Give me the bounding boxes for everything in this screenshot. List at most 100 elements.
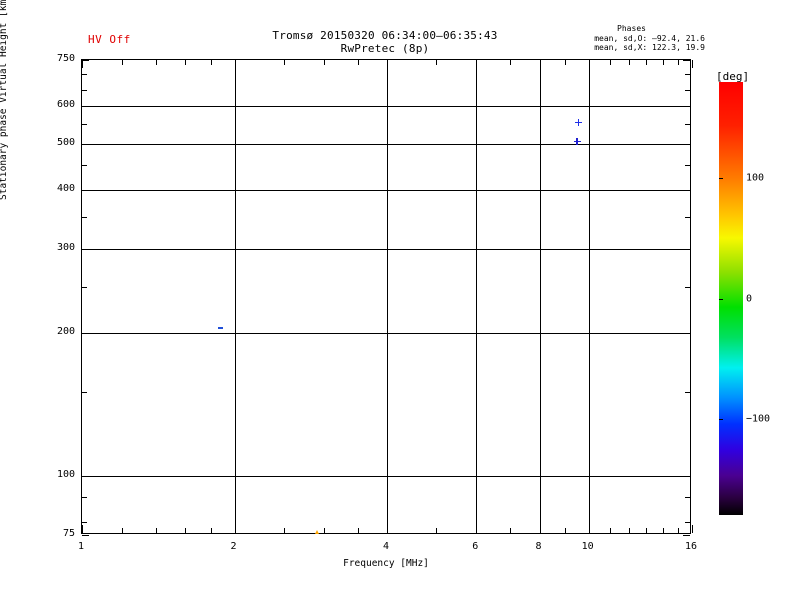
x-tick-minor-top	[283, 60, 285, 65]
gridline-horizontal	[82, 189, 690, 191]
y-tick-minor-right	[685, 217, 690, 219]
x-tick-label: 1	[77, 541, 85, 552]
x-tick-major-top	[588, 60, 590, 68]
y-tick-minor	[82, 497, 87, 499]
y-tick-major-right	[683, 535, 690, 536]
y-tick-minor	[82, 89, 87, 91]
gridline-horizontal	[82, 143, 690, 145]
y-tick-major-right	[683, 475, 690, 477]
plot-area[interactable]	[81, 59, 693, 536]
x-axis-title: Frequency [MHz]	[343, 558, 429, 569]
x-tick-major	[387, 525, 388, 533]
gridline-vertical	[588, 60, 590, 533]
x-tick-minor	[283, 528, 285, 533]
x-tick-minor	[609, 528, 611, 533]
y-tick-minor-right	[685, 165, 690, 167]
x-tick-minor	[510, 528, 512, 533]
data-point-low-band	[315, 530, 320, 535]
y-tick-major	[82, 332, 89, 334]
y-tick-label: 75	[62, 528, 75, 539]
gridline-vertical	[476, 60, 478, 533]
gridline-horizontal	[82, 249, 690, 250]
x-tick-minor-top	[122, 60, 124, 65]
y-tick-minor	[82, 124, 87, 125]
x-tick-major-top	[476, 60, 478, 68]
hv-status-label: HV Off	[88, 33, 131, 46]
chart-title-line2: RwPretec (8p)	[340, 42, 430, 55]
x-tick-label: 4	[382, 541, 390, 552]
y-tick-minor-right	[685, 74, 690, 76]
y-tick-major-right	[683, 249, 690, 250]
x-tick-major-top	[539, 60, 541, 68]
y-tick-major-right	[683, 332, 690, 334]
data-point-x-mode	[573, 138, 581, 146]
gridline-horizontal	[82, 106, 690, 107]
x-tick-minor	[122, 528, 124, 533]
y-tick-minor-right	[685, 521, 690, 523]
y-tick-major	[82, 189, 89, 191]
x-tick-minor	[323, 528, 325, 533]
x-tick-label: 8	[535, 541, 542, 552]
x-tick-minor	[156, 528, 157, 533]
x-tick-minor	[646, 528, 648, 533]
x-tick-minor-top	[646, 60, 648, 65]
x-tick-label: 16	[684, 541, 698, 552]
x-tick-minor-top	[628, 60, 630, 65]
gridline-vertical	[234, 60, 236, 533]
y-tick-major	[82, 535, 89, 536]
x-tick-major	[539, 525, 541, 533]
x-tick-major	[234, 525, 236, 533]
x-tick-major	[476, 525, 478, 533]
y-tick-minor	[82, 521, 87, 523]
y-tick-minor-right	[685, 89, 690, 91]
x-tick-label: 10	[581, 541, 594, 552]
colorbar-tick-label: 100	[746, 172, 765, 184]
x-tick-minor-top	[436, 60, 438, 65]
x-tick-major-top	[387, 60, 388, 68]
x-tick-label: 2	[230, 541, 237, 552]
colorbar-unit-label: [deg]	[716, 70, 750, 83]
y-tick-label: 750	[56, 53, 75, 64]
x-tick-minor-top	[609, 60, 611, 65]
y-tick-minor	[82, 286, 87, 288]
x-tick-minor-top	[156, 60, 157, 65]
x-tick-minor	[436, 528, 438, 533]
y-tick-major-right	[683, 189, 690, 191]
y-tick-label: 600	[56, 99, 75, 111]
chart-title: Tromsø 20150320 06:34:00‒06:35:43 RwPret…	[240, 29, 530, 55]
y-tick-major	[82, 249, 89, 250]
x-tick-major	[82, 525, 83, 533]
x-tick-minor-top	[565, 60, 567, 65]
x-tick-major-top	[692, 60, 693, 68]
y-tick-label: 300	[56, 242, 75, 254]
y-tick-minor	[82, 165, 87, 167]
x-tick-minor-top	[211, 60, 213, 65]
x-tick-minor-top	[185, 60, 187, 65]
colorbar-tick-label: −100	[746, 413, 771, 425]
gridline-vertical	[539, 60, 541, 533]
x-tick-minor	[677, 528, 679, 533]
y-tick-label: 500	[56, 136, 75, 148]
y-tick-label: 100	[56, 468, 75, 480]
x-tick-minor-top	[510, 60, 512, 65]
colorbar-gradient[interactable]	[719, 82, 743, 515]
y-axis-title: Stationary phase Virtual Height [km]	[0, 0, 9, 200]
data-point-x-mode	[574, 119, 582, 127]
x-tick-minor-top	[357, 60, 359, 65]
y-tick-label: 200	[56, 325, 75, 337]
y-tick-major-right	[683, 60, 690, 61]
y-tick-minor-right	[685, 286, 690, 288]
y-tick-major	[82, 106, 89, 107]
gridline-horizontal	[82, 475, 690, 477]
gridline-vertical	[387, 60, 388, 533]
x-tick-major-top	[234, 60, 236, 68]
phases-stats-title: Phases	[617, 24, 646, 33]
chart-title-line1: Tromsø 20150320 06:34:00‒06:35:43	[272, 29, 498, 42]
y-tick-label: 400	[56, 182, 75, 194]
x-tick-major	[692, 525, 693, 533]
colorbar-tick-label: 0	[746, 293, 753, 304]
x-tick-minor-top	[677, 60, 679, 65]
y-tick-minor	[82, 74, 87, 76]
x-tick-minor	[357, 528, 359, 533]
